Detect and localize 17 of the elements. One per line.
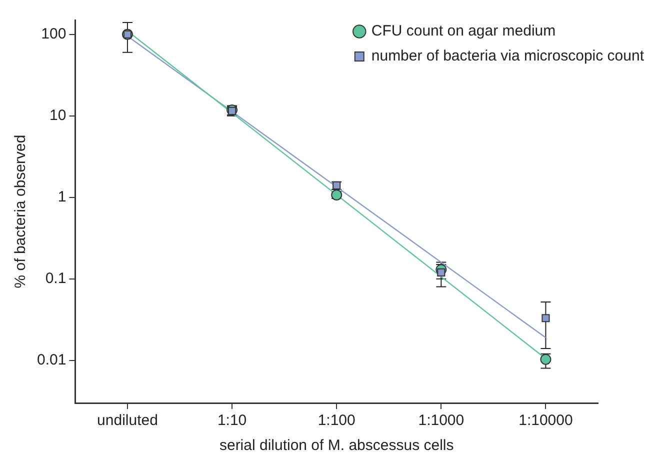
point [542,314,550,322]
x-tick-label: undiluted [97,412,158,430]
x-axis-title: serial dilution of M. abscessus cells [219,437,454,454]
point [437,268,446,276]
legend-label: number of bacteria via microscopic count [371,48,645,65]
y-tick-label: 0.01 [36,352,66,369]
y-tick-label: 1 [58,188,66,206]
x-tick-label: 1:1000 [418,412,464,430]
x-tick-label: 1:10 [217,412,247,430]
y-tick-label: 100 [41,25,66,42]
y-tick-label: 10 [50,107,66,124]
x-tick-label: 1:10000 [518,412,573,430]
point [540,354,552,365]
x-tick-label: 1:100 [318,412,356,430]
legend-label: CFU count on agar medium [371,22,556,40]
y-axis-title: % of bacteria observed [12,134,30,288]
y-tick-label: 0.1 [45,270,66,288]
